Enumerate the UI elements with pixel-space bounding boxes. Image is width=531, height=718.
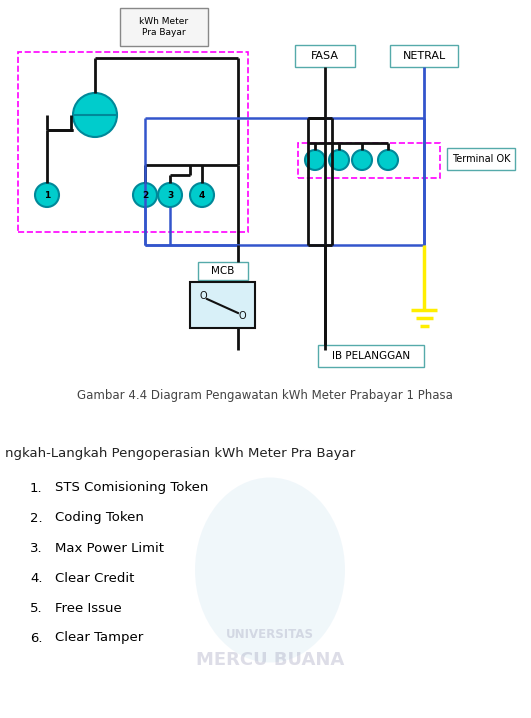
Text: ngkah-Langkah Pengoperasian kWh Meter Pra Bayar: ngkah-Langkah Pengoperasian kWh Meter Pr… (5, 447, 355, 460)
Text: O: O (199, 291, 207, 301)
Text: IB PELANGGAN: IB PELANGGAN (332, 351, 410, 361)
Text: 3.: 3. (30, 541, 42, 554)
Text: 1.: 1. (30, 482, 42, 495)
Bar (190, 282, 255, 328)
Text: Coding Token: Coding Token (55, 511, 144, 525)
Text: Max Power Limit: Max Power Limit (55, 541, 164, 554)
Circle shape (35, 183, 59, 207)
Text: MERCU BUANA: MERCU BUANA (196, 651, 344, 669)
Bar (198, 262, 248, 280)
Circle shape (158, 183, 182, 207)
Text: 1: 1 (44, 190, 50, 200)
Text: 2: 2 (142, 190, 148, 200)
Text: UNIVERSITAS: UNIVERSITAS (226, 628, 314, 641)
Bar (18, 52, 248, 232)
Text: Terminal OK: Terminal OK (452, 154, 510, 164)
Text: O: O (238, 311, 246, 321)
Text: 4.: 4. (30, 572, 42, 584)
Text: Clear Tamper: Clear Tamper (55, 632, 143, 645)
Text: Gambar 4.4 Diagram Pengawatan kWh Meter Prabayar 1 Phasa: Gambar 4.4 Diagram Pengawatan kWh Meter … (77, 388, 453, 401)
Circle shape (305, 150, 325, 170)
Circle shape (133, 183, 157, 207)
Circle shape (190, 183, 214, 207)
Circle shape (378, 150, 398, 170)
Text: kWh Meter
Pra Bayar: kWh Meter Pra Bayar (140, 17, 189, 37)
Text: 4: 4 (199, 190, 205, 200)
Text: STS Comisioning Token: STS Comisioning Token (55, 482, 208, 495)
Text: 3: 3 (167, 190, 173, 200)
Text: FASA: FASA (311, 51, 339, 61)
Bar (120, 8, 208, 46)
Bar (390, 45, 458, 67)
Circle shape (73, 93, 117, 137)
Circle shape (352, 150, 372, 170)
Text: Free Issue: Free Issue (55, 602, 122, 615)
Bar (318, 345, 424, 367)
Bar (295, 45, 355, 67)
Text: 6.: 6. (30, 632, 42, 645)
Text: Clear Credit: Clear Credit (55, 572, 134, 584)
Ellipse shape (195, 477, 345, 663)
Circle shape (329, 150, 349, 170)
Text: MCB: MCB (211, 266, 235, 276)
Text: NETRAL: NETRAL (402, 51, 446, 61)
Bar (298, 143, 440, 178)
Bar (447, 148, 515, 170)
Text: 5.: 5. (30, 602, 42, 615)
Text: 2.: 2. (30, 511, 42, 525)
